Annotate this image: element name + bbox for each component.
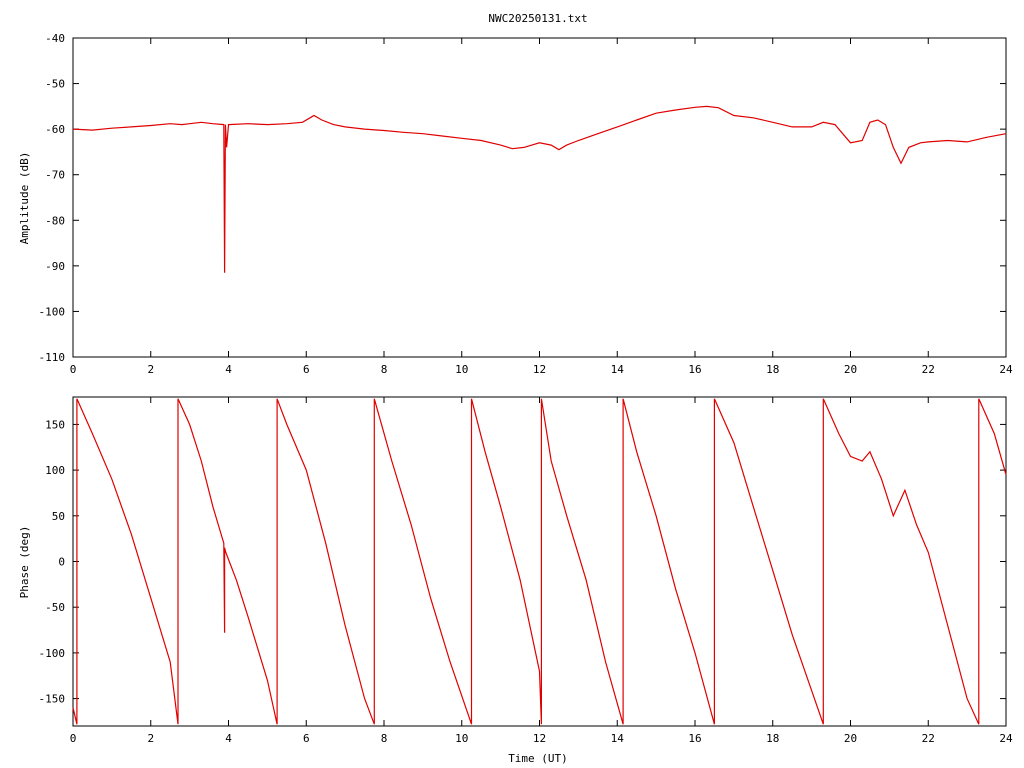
phase-ticks — [72, 397, 1007, 726]
amplitude-y-axis-title: Amplitude (dB) — [18, 152, 31, 245]
amplitude-y-tick-labels: -110 -100 -90 -80 -70 -60 -50 -40 — [39, 32, 66, 364]
phase-y-tick-label: 100 — [45, 464, 65, 477]
phase-x-tick-labels: 0 2 4 6 8 10 12 14 16 18 20 22 24 — [70, 732, 1013, 745]
phase-x-tick-label: 14 — [611, 732, 625, 745]
amplitude-x-tick-label: 0 — [70, 363, 77, 376]
amplitude-x-tick-label: 8 — [381, 363, 388, 376]
phase-series — [72, 398, 1007, 725]
phase-y-axis-title: Phase (deg) — [18, 526, 31, 599]
amplitude-x-tick-label: 6 — [303, 363, 310, 376]
amplitude-y-tick-label: -110 — [39, 351, 66, 364]
phase-x-tick-label: 18 — [766, 732, 779, 745]
phase-y-tick-label: -100 — [39, 647, 66, 660]
phase-x-tick-label: 16 — [688, 732, 701, 745]
phase-series-line — [72, 398, 1007, 725]
amplitude-x-tick-label: 10 — [455, 363, 468, 376]
amplitude-y-tick-label: -50 — [45, 78, 65, 91]
amplitude-x-tick-label: 24 — [999, 363, 1013, 376]
phase-x-tick-label: 8 — [381, 732, 388, 745]
phase-x-tick-label: 24 — [999, 732, 1013, 745]
amplitude-x-tick-label: 16 — [688, 363, 701, 376]
chart-title: NWC20250131.txt — [488, 12, 587, 25]
phase-x-tick-label: 2 — [147, 732, 154, 745]
amplitude-x-tick-label: 20 — [844, 363, 857, 376]
phase-x-axis-title: Time (UT) — [508, 752, 568, 765]
amplitude-y-tick-label: -70 — [45, 169, 65, 182]
amplitude-y-tick-label: -90 — [45, 260, 65, 273]
phase-y-tick-label: 0 — [58, 556, 65, 569]
amplitude-x-tick-label: 18 — [766, 363, 779, 376]
phase-x-tick-label: 0 — [70, 732, 77, 745]
phase-x-tick-label: 10 — [455, 732, 468, 745]
amplitude-y-tick-label: -80 — [45, 214, 65, 227]
amplitude-y-tick-label: -60 — [45, 123, 65, 136]
phase-x-tick-label: 20 — [844, 732, 857, 745]
phase-x-tick-label: 6 — [303, 732, 310, 745]
phase-y-tick-labels: -150 -100 -50 0 50 100 150 — [39, 418, 66, 705]
amplitude-ticks — [72, 37, 1007, 358]
amplitude-x-tick-label: 22 — [922, 363, 935, 376]
phase-x-tick-label: 4 — [225, 732, 232, 745]
amplitude-x-tick-label: 12 — [533, 363, 546, 376]
amplitude-y-tick-label: -40 — [45, 32, 65, 45]
amplitude-series-line — [72, 105, 1007, 273]
amplitude-panel: 0 2 4 6 8 10 12 14 16 18 20 22 24 -110-100-90-80-70-… — [18, 32, 1013, 376]
amplitude-plot-frame — [72, 37, 1007, 358]
phase-y-tick-label: -150 — [39, 693, 66, 706]
amplitude-x-tick-label: 14 — [611, 363, 625, 376]
phase-y-tick-label: -50 — [45, 601, 65, 614]
phase-x-tick-label: 12 — [533, 732, 546, 745]
amplitude-series — [72, 105, 1007, 273]
amplitude-x-tick-labels: 0 2 4 6 8 10 12 14 16 18 20 22 24 — [70, 363, 1013, 376]
amplitude-x-tick-label: 4 — [225, 363, 232, 376]
phase-y-tick-label: 50 — [52, 510, 65, 523]
amplitude-x-tick-label: 2 — [147, 363, 154, 376]
phase-panel: 0 2 4 6 8 10 12 14 16 18 20 22 24 -150-100-500501001… — [18, 396, 1013, 765]
phase-x-tick-label: 22 — [922, 732, 935, 745]
amplitude-y-tick-label: -100 — [39, 305, 66, 318]
phase-y-tick-label: 150 — [45, 418, 65, 431]
